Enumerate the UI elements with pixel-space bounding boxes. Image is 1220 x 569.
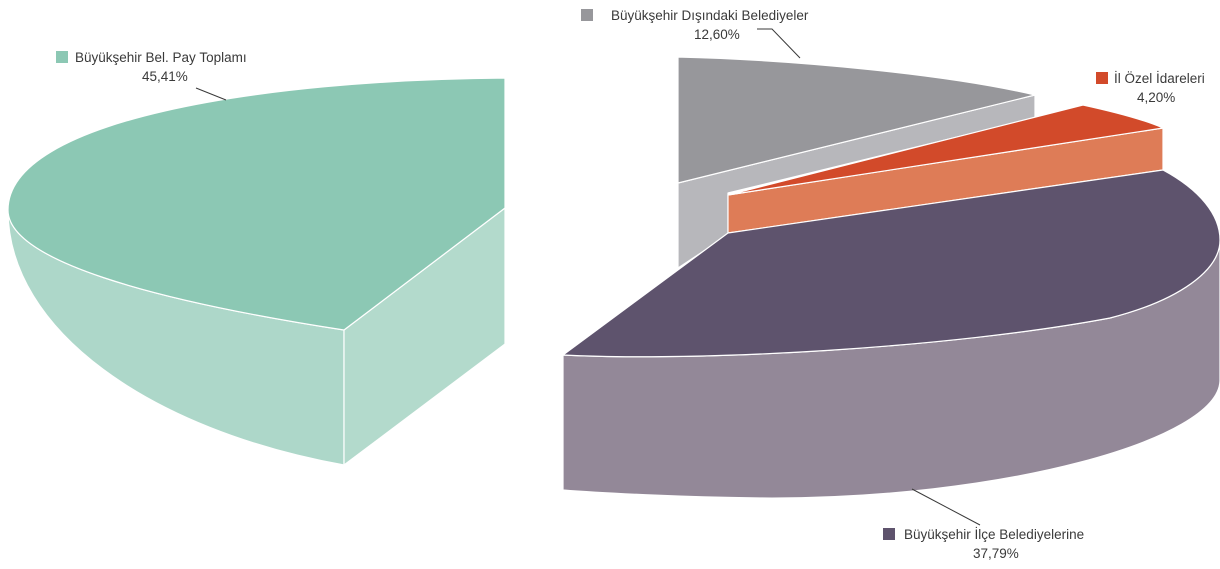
leader-lines [195,28,981,526]
label-buyuksehir-bel-pay: Büyükşehir Bel. Pay Toplamı 45,41% [56,50,247,84]
label-name: Büyükşehir İlçe Belediyelerine [904,527,1084,542]
label-value: 12,60% [694,27,740,42]
label-value: 4,20% [1137,90,1175,105]
legend-swatch-il-ozel-idareleri [1096,72,1108,84]
leader-line-buyuksehir-disindaki [757,28,801,59]
slice-top [677,56,1036,184]
label-value: 37,79% [973,546,1019,561]
legend-swatch-buyuksehir-bel-pay [56,51,68,63]
pie-slice-buyuksehir-disindaki [677,56,1036,269]
pie-slice-il-ozel-idareleri [727,104,1164,234]
label-buyuksehir-disindaki: Büyükşehir Dışındaki Belediyeler 12,60% [581,8,809,42]
label-buyuksehir-ilce: Büyükşehir İlçe Belediyelerine 37,79% [883,527,1084,561]
label-name: Büyükşehir Dışındaki Belediyeler [611,8,809,23]
legend-swatch-buyuksehir-disindaki [581,9,593,21]
label-il-ozel-idareleri: İl Özel İdareleri 4,20% [1096,71,1205,105]
pie-slice-buyuksehir-ilce [562,169,1220,499]
label-name: İl Özel İdareleri [1114,71,1205,86]
label-name: Büyükşehir Bel. Pay Toplamı [75,50,247,65]
label-value: 45,41% [142,69,188,84]
leader-line-buyuksehir-bel-pay [195,87,227,101]
slice-top [727,104,1164,196]
leader-line-buyuksehir-ilce [911,488,981,526]
slice-top [7,77,506,331]
legend-swatch-buyuksehir-ilce [883,528,895,540]
pie-slice-buyuksehir-bel-pay [7,77,506,466]
slice-top [562,169,1220,358]
